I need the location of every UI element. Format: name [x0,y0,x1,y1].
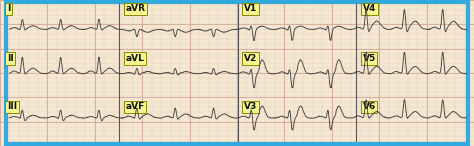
Text: aVL: aVL [126,54,145,63]
Text: II: II [7,54,14,63]
Text: V3: V3 [244,102,257,111]
Text: V4: V4 [363,4,376,13]
Text: V1: V1 [244,4,257,13]
Text: V2: V2 [244,54,257,63]
Text: V6: V6 [363,102,376,111]
Text: aVF: aVF [126,102,145,111]
Text: V5: V5 [363,54,376,63]
Text: III: III [7,102,17,111]
Text: I: I [7,4,10,13]
Text: aVR: aVR [126,4,146,13]
